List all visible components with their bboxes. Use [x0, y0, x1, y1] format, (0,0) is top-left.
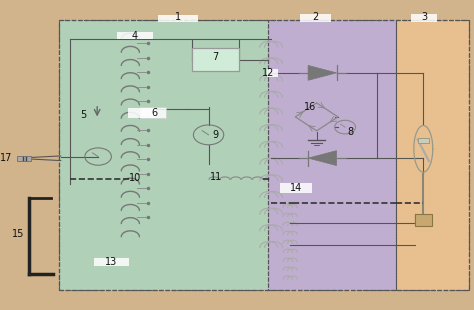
Bar — [59, 20, 268, 290]
Bar — [59, 20, 469, 290]
Text: 15: 15 — [12, 229, 24, 239]
Bar — [59, 20, 268, 290]
Text: 5: 5 — [80, 110, 86, 120]
Polygon shape — [308, 65, 337, 80]
Text: 2: 2 — [312, 12, 319, 22]
Bar — [17, 156, 31, 161]
Bar — [396, 20, 469, 290]
Bar — [415, 214, 432, 226]
Text: 7: 7 — [212, 52, 219, 62]
Bar — [268, 20, 396, 290]
Text: 8: 8 — [348, 127, 354, 137]
Text: 4: 4 — [132, 31, 138, 41]
Polygon shape — [308, 151, 337, 166]
Bar — [418, 138, 429, 143]
Text: 17: 17 — [0, 153, 12, 163]
Bar — [300, 14, 331, 22]
Bar — [411, 14, 438, 22]
Text: 10: 10 — [129, 173, 141, 183]
Text: 11: 11 — [210, 172, 222, 182]
Bar — [117, 32, 153, 39]
Text: 1: 1 — [175, 12, 181, 22]
Bar — [157, 15, 198, 23]
Bar — [268, 20, 396, 290]
Text: 16: 16 — [304, 102, 317, 112]
Bar — [266, 69, 279, 77]
Bar — [192, 48, 239, 71]
Text: 12: 12 — [262, 68, 274, 78]
Text: 9: 9 — [213, 130, 219, 140]
Text: 3: 3 — [421, 12, 427, 22]
Bar — [93, 258, 129, 266]
Bar — [128, 108, 156, 118]
Text: 6: 6 — [151, 108, 157, 118]
Text: 13: 13 — [105, 257, 118, 267]
Text: 14: 14 — [290, 183, 302, 193]
Bar — [280, 183, 312, 193]
Bar — [140, 107, 166, 118]
Bar — [396, 20, 469, 290]
